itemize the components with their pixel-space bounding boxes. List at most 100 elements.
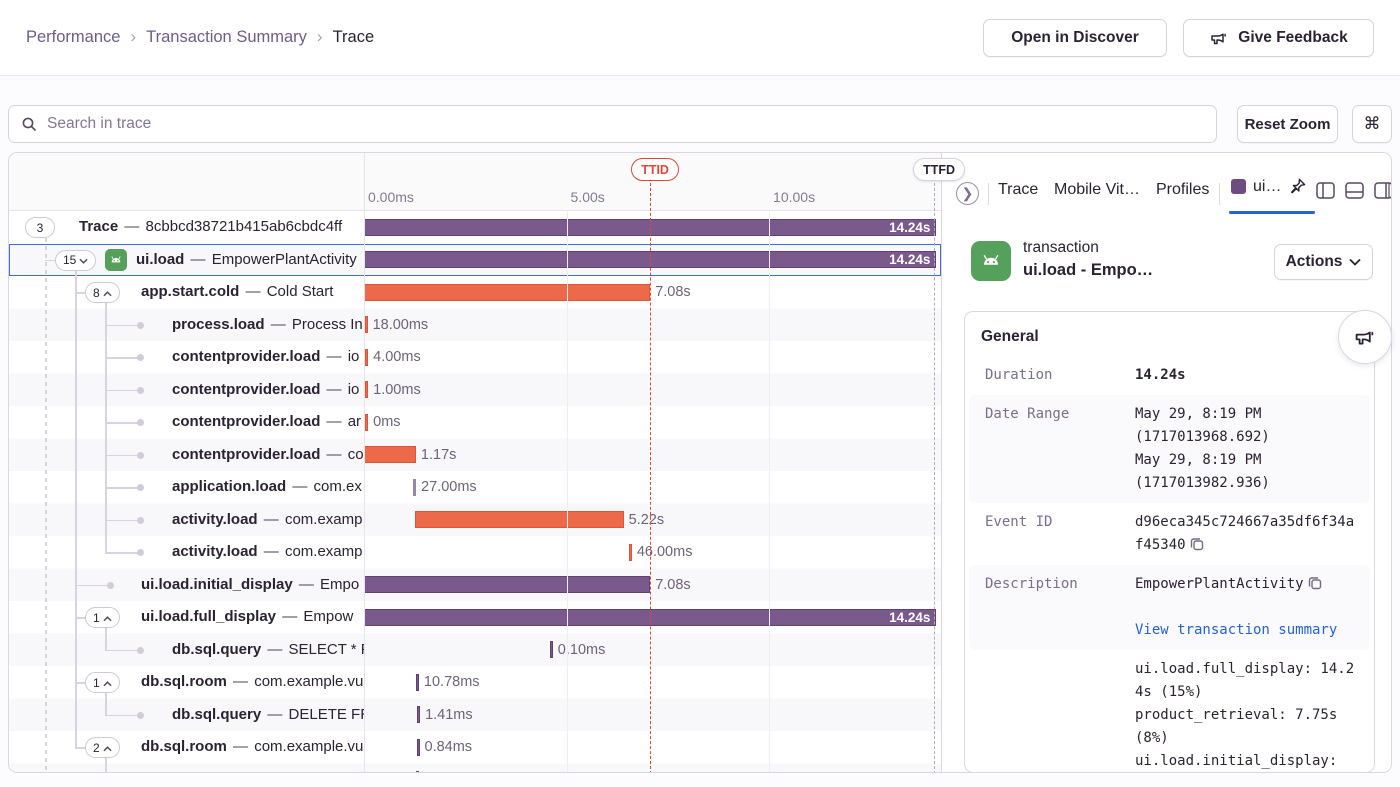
- duration-bar[interactable]: [415, 673, 419, 691]
- span-count-pill[interactable]: 15: [55, 249, 97, 271]
- span-row-activity.load[interactable]: activity.load — com.examp 46.00ms: [9, 536, 941, 569]
- duration-label: 0.78ms: [424, 771, 472, 773]
- duration-bar[interactable]: [365, 348, 369, 366]
- span-row-ui.load[interactable]: 15 ui.load — EmpowerPlantActivity 14.24s: [9, 243, 941, 277]
- ttid-marker-line: [650, 183, 652, 772]
- leaf-span-dot: [137, 354, 144, 361]
- duration-bar[interactable]: [415, 771, 419, 772]
- collapse-panel-chevron-button[interactable]: ❯: [956, 182, 979, 205]
- span-waterfall-cell: 0ms: [364, 406, 941, 439]
- span-row-contentprovider.load[interactable]: contentprovider.load — io 1.00ms: [9, 374, 941, 407]
- search-in-trace-bar[interactable]: [8, 105, 1217, 143]
- floating-feedback-button[interactable]: [1338, 310, 1392, 364]
- duration-bar[interactable]: [549, 641, 553, 658]
- tree-waterfall-divider[interactable]: [364, 153, 365, 772]
- span-row-ui.load.full_display[interactable]: 1 ui.load.full_display — Empow 14.24s: [9, 601, 941, 634]
- detail-value: 14.24s: [1135, 364, 1358, 387]
- duration-bar[interactable]: [364, 283, 651, 301]
- transaction-kind-label: transaction: [1023, 239, 1099, 256]
- copy-icon[interactable]: [1190, 537, 1204, 551]
- duration-bar[interactable]: [364, 316, 368, 333]
- open-in-discover-button[interactable]: Open in Discover: [983, 19, 1167, 57]
- search-icon: [21, 116, 38, 133]
- span-label: ui.load.initial_display — Empo: [141, 575, 360, 593]
- tab-profiles[interactable]: Profiles: [1156, 181, 1210, 198]
- command-shortcut-button[interactable]: ⌘: [1352, 105, 1392, 143]
- span-description: io: [347, 348, 360, 365]
- span-count-pill[interactable]: 8: [85, 282, 120, 303]
- duration-bar[interactable]: [413, 478, 417, 496]
- span-description: INSERT OR: [289, 771, 364, 773]
- span-row-contentprovider.load[interactable]: contentprovider.load — co 1.17s: [9, 439, 941, 472]
- duration-bar[interactable]: [416, 738, 420, 756]
- span-row-db.sql.query[interactable]: db.sql.query — INSERT OR 0.78ms: [9, 764, 941, 773]
- span-row-Trace[interactable]: 3 Trace — 8cbbcd38721b415ab6cbdc4ff 14.24s: [9, 211, 941, 244]
- detail-row-ops-breakdown: Ops Breakdown?ui.load.full_display: 14.2…: [969, 650, 1370, 772]
- actions-dropdown-button[interactable]: Actions: [1274, 244, 1373, 280]
- duration-bar[interactable]: [364, 576, 651, 593]
- span-waterfall-cell: 0.84ms: [364, 731, 941, 764]
- span-label: process.load — Process In: [172, 315, 363, 333]
- span-waterfall-cell: 0.78ms: [364, 764, 941, 773]
- breadcrumb-item-transaction-summary[interactable]: Transaction Summary: [146, 27, 307, 46]
- span-waterfall-cell: 27.00ms: [364, 471, 941, 504]
- general-section-heading: General: [981, 328, 1039, 345]
- span-count-pill[interactable]: 1: [85, 607, 120, 628]
- copy-icon[interactable]: [1308, 576, 1322, 590]
- span-label: contentprovider.load — io: [172, 348, 360, 365]
- tab-mobile-vitals[interactable]: Mobile Vit…: [1054, 181, 1140, 198]
- span-row-application.load[interactable]: application.load — com.ex 27.00ms: [9, 471, 941, 504]
- duration-bar[interactable]: [417, 706, 421, 723]
- duration-bar[interactable]: [365, 381, 369, 398]
- span-label: db.sql.query — DELETE FR: [172, 699, 364, 732]
- tab-trace[interactable]: Trace: [998, 181, 1039, 198]
- span-row-db.sql.room[interactable]: 2 db.sql.room — com.example.vu 0.84ms: [9, 731, 941, 764]
- tree-guide-stub: [105, 487, 138, 489]
- duration-bar[interactable]: [628, 543, 632, 561]
- span-row-ui.load.initial_display[interactable]: ui.load.initial_display — Empo 7.08s: [9, 569, 941, 602]
- duration-label: 46.00ms: [636, 544, 693, 560]
- detail-value-text: May 29, 8:19 PM (1717013968.692) May 29,…: [1135, 406, 1270, 491]
- tree-guide-stub: [105, 552, 138, 554]
- span-row-db.sql.room[interactable]: 1 db.sql.room — com.example.vu 10.78ms: [9, 666, 941, 699]
- view-transaction-summary-link[interactable]: View transaction summary: [1135, 622, 1338, 638]
- tree-guide-stub: [105, 324, 138, 327]
- dock-bottom-layout-button[interactable]: [1343, 179, 1365, 201]
- span-count-pill[interactable]: 2: [85, 737, 120, 758]
- span-waterfall-cell: 14.24s: [364, 211, 941, 244]
- duration-label: 14.24s: [889, 609, 931, 625]
- span-tree-cell: contentprovider.load — io: [9, 341, 364, 374]
- span-op: db.sql.query: [172, 705, 262, 723]
- reset-zoom-button[interactable]: Reset Zoom: [1237, 105, 1338, 143]
- tab-ui-load-active[interactable]: ui…: [1231, 177, 1317, 196]
- ttid-badge: TTID: [631, 158, 679, 181]
- span-count: 15: [63, 253, 77, 267]
- span-row-contentprovider.load[interactable]: contentprovider.load — io 4.00ms: [9, 341, 941, 374]
- span-op: db.sql.room: [141, 738, 227, 755]
- span-row-db.sql.query[interactable]: db.sql.query — DELETE FR 1.41ms: [9, 699, 941, 732]
- duration-bar[interactable]: [414, 511, 624, 528]
- detail-panel-divider[interactable]: [941, 153, 942, 772]
- span-row-app.start.cold[interactable]: 8 app.start.cold — Cold Start 7.08s: [9, 276, 941, 309]
- span-row-contentprovider.load[interactable]: contentprovider.load — ar 0ms: [9, 406, 941, 439]
- span-waterfall-cell: 4.00ms: [364, 341, 941, 374]
- span-label: activity.load — com.examp: [172, 543, 363, 560]
- span-detail-panel: ❯ Trace Mobile Vit… Profiles ui…: [942, 153, 1391, 772]
- duration-bar[interactable]: [365, 413, 369, 431]
- span-row-activity.load[interactable]: activity.load — com.examp 5.22s: [9, 504, 941, 537]
- span-count-pill[interactable]: 3: [25, 217, 55, 238]
- tree-guide-stub: [105, 357, 138, 359]
- give-feedback-button[interactable]: Give Feedback: [1183, 19, 1374, 57]
- dock-left-layout-button[interactable]: [1314, 179, 1336, 201]
- pin-tab-icon[interactable]: [1288, 177, 1307, 196]
- span-count-pill[interactable]: 1: [85, 672, 120, 693]
- duration-label: 7.08s: [655, 284, 691, 300]
- detail-value-text: EmpowerPlantActivity: [1135, 576, 1304, 592]
- transaction-title: ui.load - Empo…: [1023, 261, 1154, 279]
- duration-bar[interactable]: [364, 446, 416, 463]
- span-row-db.sql.query[interactable]: db.sql.query — SELECT * F 0.10ms: [9, 634, 941, 667]
- span-row-process.load[interactable]: process.load — Process In 18.00ms: [9, 309, 941, 342]
- dock-right-layout-button[interactable]: [1372, 179, 1391, 201]
- search-input[interactable]: [47, 115, 1204, 133]
- breadcrumb-item-performance[interactable]: Performance: [26, 27, 121, 46]
